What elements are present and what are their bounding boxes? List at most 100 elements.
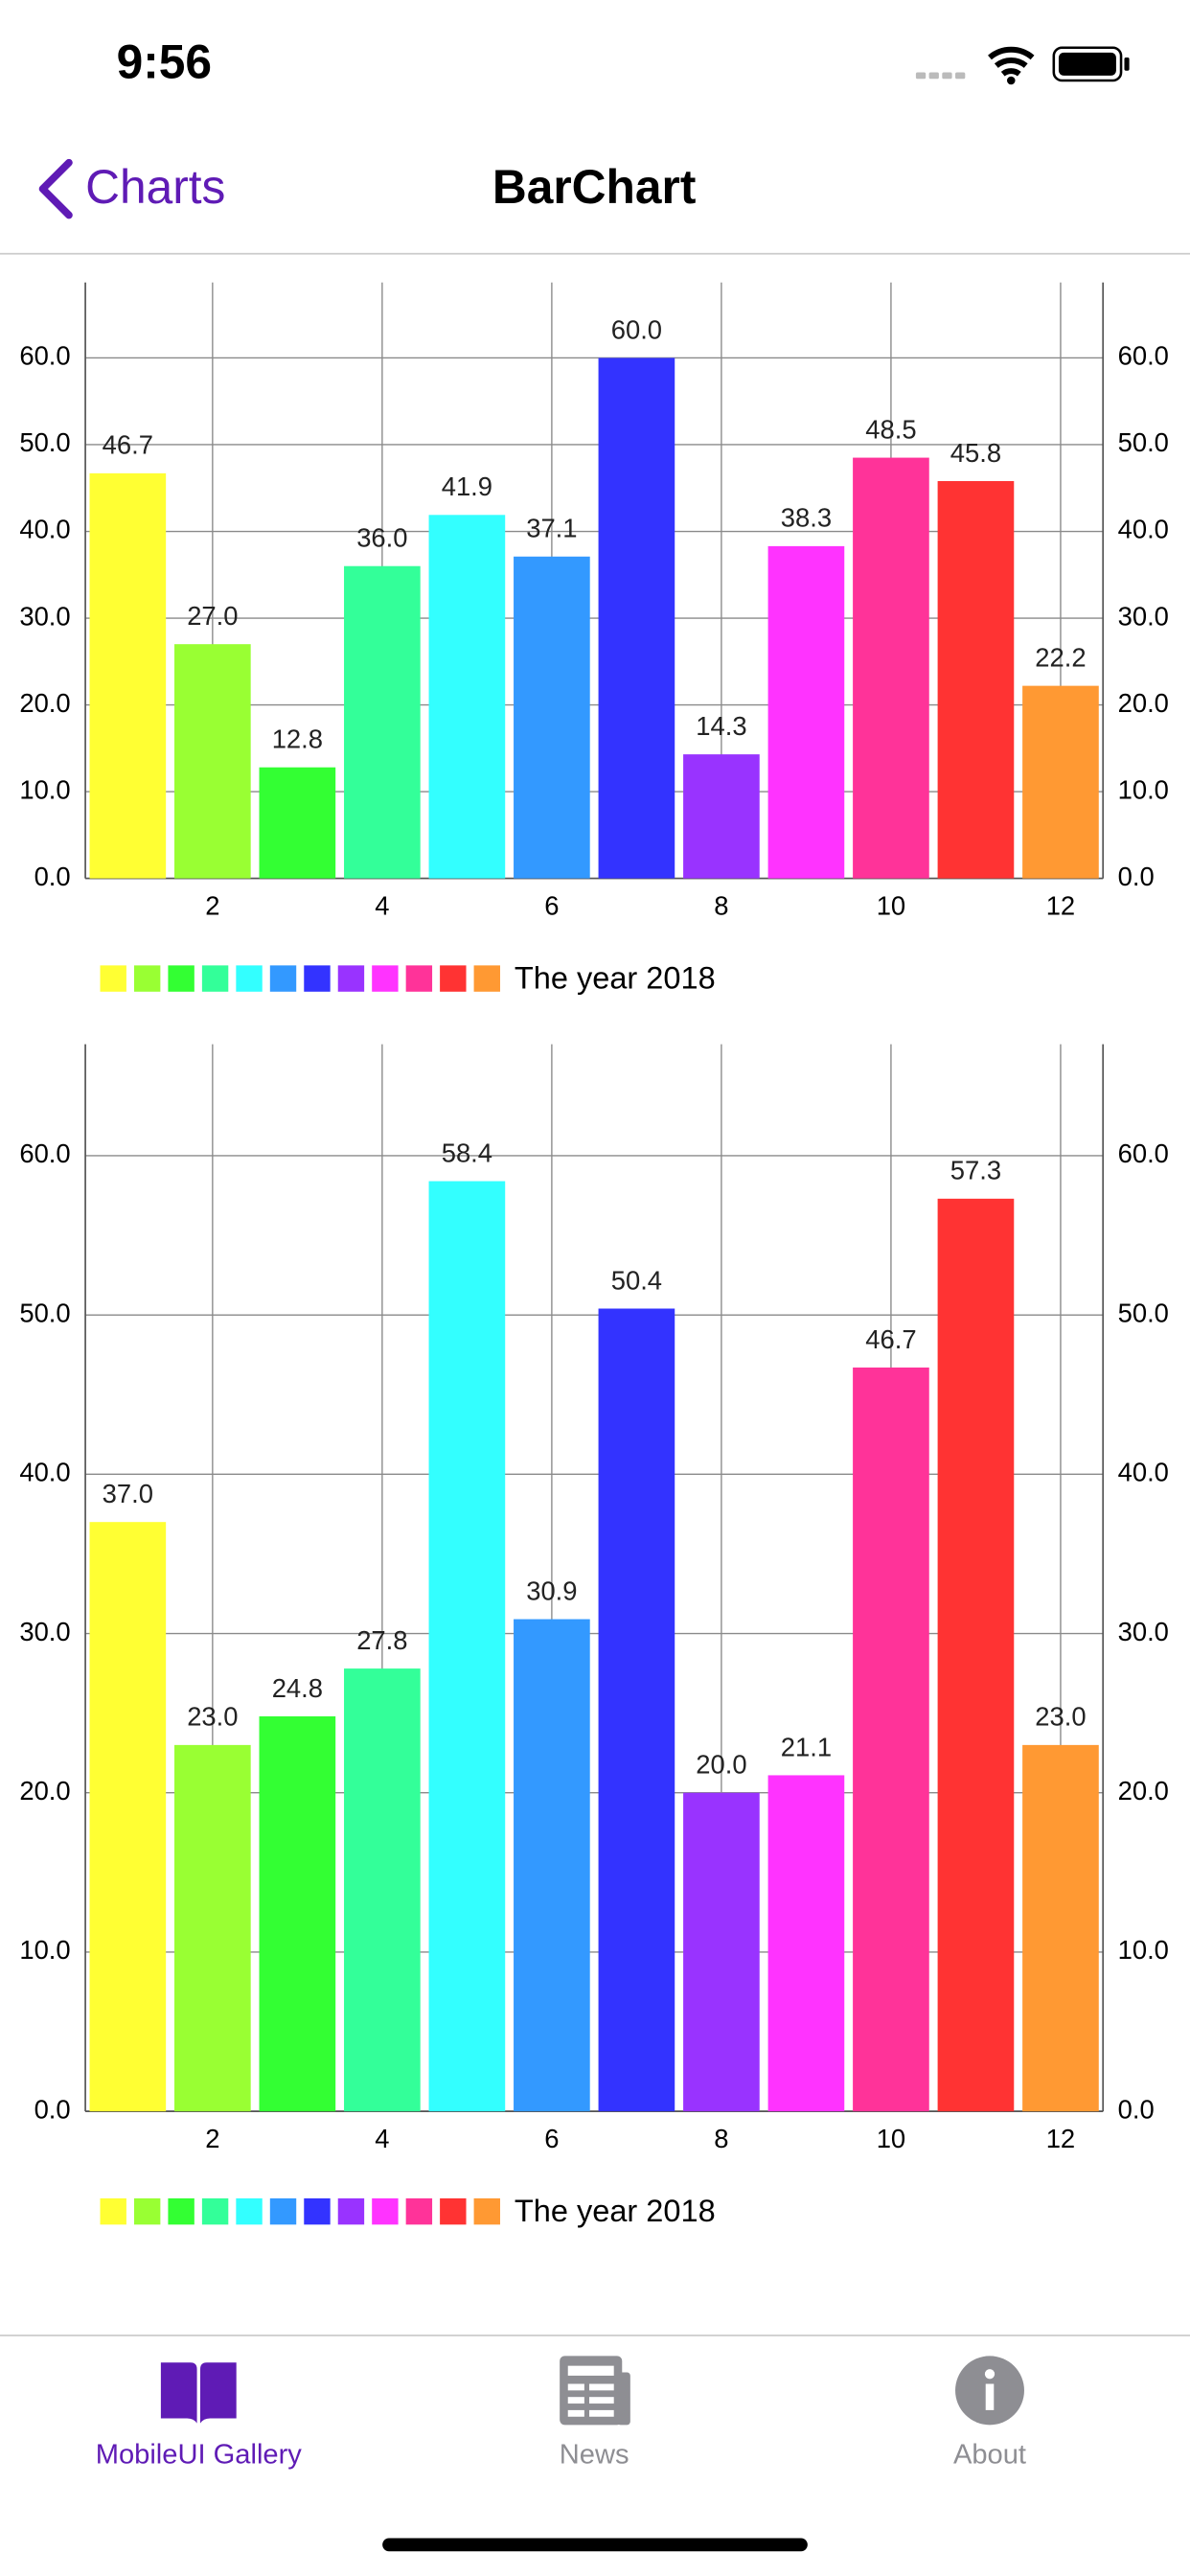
tab-about[interactable]: About bbox=[953, 2356, 1026, 2471]
legend-swatch bbox=[372, 965, 399, 992]
y-tick-label: 10.0 bbox=[19, 774, 70, 804]
y2-tick-label: 10.0 bbox=[1118, 1935, 1169, 1965]
legend-swatch bbox=[236, 965, 263, 992]
data-label: 41.9 bbox=[442, 472, 492, 501]
x-tick-label: 10 bbox=[877, 2124, 905, 2153]
legend-swatch bbox=[100, 2197, 126, 2225]
legend-swatch bbox=[440, 2197, 467, 2225]
legend-swatch bbox=[304, 965, 331, 992]
data-label: 50.4 bbox=[611, 1265, 662, 1295]
data-label: 37.0 bbox=[103, 1479, 153, 1508]
y2-tick-label: 40.0 bbox=[1118, 1458, 1169, 1487]
legend-swatch bbox=[168, 2197, 195, 2225]
legend-label: The year 2018 bbox=[515, 2194, 716, 2228]
x-tick-label: 8 bbox=[714, 891, 728, 921]
bar bbox=[598, 357, 675, 879]
tab-news[interactable]: News bbox=[560, 2356, 630, 2471]
x-tick-label: 4 bbox=[375, 2124, 389, 2153]
legend-swatch bbox=[133, 2197, 161, 2225]
legend-swatch bbox=[372, 2197, 399, 2225]
y-tick-label: 50.0 bbox=[19, 427, 70, 457]
x-tick-label: 2 bbox=[205, 891, 219, 921]
x-tick-label: 10 bbox=[877, 891, 905, 921]
x-tick-label: 6 bbox=[544, 891, 559, 921]
y2-tick-label: 50.0 bbox=[1118, 1298, 1169, 1327]
data-label: 58.4 bbox=[442, 1138, 492, 1167]
y-tick-label: 10.0 bbox=[19, 1935, 70, 1965]
y-tick-label: 60.0 bbox=[19, 341, 70, 371]
tab-label[interactable]: News bbox=[560, 2440, 629, 2471]
x-tick-label: 6 bbox=[544, 2124, 559, 2153]
tab-gallery[interactable]: MobileUI Gallery bbox=[96, 2362, 303, 2471]
bar bbox=[683, 754, 760, 879]
legend-swatch bbox=[337, 965, 365, 992]
data-label: 20.0 bbox=[696, 1750, 746, 1780]
legend-swatch bbox=[473, 965, 500, 992]
bar bbox=[174, 644, 251, 879]
y2-tick-label: 0.0 bbox=[1118, 862, 1155, 891]
bar bbox=[598, 1308, 675, 2112]
y2-tick-label: 30.0 bbox=[1118, 1617, 1169, 1646]
legend-swatch bbox=[100, 965, 126, 992]
tab-label[interactable]: MobileUI Gallery bbox=[96, 2440, 303, 2471]
data-label: 46.7 bbox=[103, 430, 153, 460]
legend-swatch bbox=[168, 965, 195, 992]
bar bbox=[1022, 685, 1099, 879]
nav-title: BarChart bbox=[492, 160, 697, 214]
back-chevron[interactable] bbox=[38, 158, 73, 219]
y-tick-label: 20.0 bbox=[19, 688, 70, 718]
status-time: 9:56 bbox=[117, 35, 212, 89]
legend-swatch bbox=[304, 2197, 331, 2225]
y-tick-label: 40.0 bbox=[19, 515, 70, 544]
bar bbox=[853, 1367, 929, 2112]
bar bbox=[853, 457, 929, 879]
data-label: 57.3 bbox=[950, 1156, 1001, 1185]
bar bbox=[683, 1792, 760, 2112]
y-tick-label: 30.0 bbox=[19, 1617, 70, 1646]
bar bbox=[259, 1715, 336, 2112]
y2-tick-label: 60.0 bbox=[1118, 1138, 1169, 1168]
data-label: 38.3 bbox=[781, 503, 832, 533]
y-tick-label: 50.0 bbox=[19, 1298, 70, 1327]
bar bbox=[767, 545, 845, 879]
chart: 0.0 0.0 10.0 10.0 20.0 20.0 30.0 30.0 40.0 40.0 50… bbox=[19, 282, 1169, 995]
data-label: 21.1 bbox=[781, 1732, 832, 1761]
y-tick-label: 0.0 bbox=[34, 862, 71, 891]
data-label: 36.0 bbox=[356, 523, 407, 553]
bar bbox=[89, 472, 167, 879]
y2-tick-label: 30.0 bbox=[1118, 601, 1169, 631]
y-tick-label: 0.0 bbox=[34, 2094, 71, 2124]
bar bbox=[344, 1668, 421, 2112]
back-button[interactable]: Charts bbox=[85, 160, 225, 214]
x-tick-label: 12 bbox=[1046, 2124, 1075, 2153]
data-label: 37.1 bbox=[526, 514, 577, 543]
bar bbox=[514, 556, 590, 879]
bar bbox=[344, 565, 421, 879]
tab-label[interactable]: About bbox=[953, 2440, 1026, 2471]
legend-swatch bbox=[236, 2197, 263, 2225]
bar bbox=[174, 1744, 251, 2112]
data-label: 48.5 bbox=[865, 414, 916, 444]
data-label: 27.0 bbox=[187, 601, 238, 631]
legend-swatch bbox=[473, 2197, 500, 2225]
chart: 0.0 0.0 10.0 10.0 20.0 20.0 30.0 30.0 40.0 40.0 50… bbox=[19, 1044, 1169, 2228]
legend-swatch bbox=[405, 2197, 433, 2225]
bar bbox=[428, 515, 506, 879]
data-label: 45.8 bbox=[950, 438, 1001, 468]
bar bbox=[259, 767, 336, 879]
x-tick-label: 4 bbox=[375, 891, 389, 921]
legend-label: The year 2018 bbox=[515, 960, 716, 995]
status-icons bbox=[915, 46, 1130, 85]
home-indicator bbox=[382, 2538, 808, 2552]
y2-tick-label: 50.0 bbox=[1118, 427, 1169, 457]
data-label: 27.8 bbox=[356, 1625, 407, 1655]
y-tick-label: 60.0 bbox=[19, 1138, 70, 1168]
bar bbox=[937, 1198, 1015, 2112]
data-label: 23.0 bbox=[187, 1702, 238, 1732]
data-label: 24.8 bbox=[272, 1673, 323, 1703]
y-tick-label: 30.0 bbox=[19, 601, 70, 631]
y2-tick-label: 20.0 bbox=[1118, 688, 1169, 718]
y2-tick-label: 20.0 bbox=[1118, 1776, 1169, 1806]
